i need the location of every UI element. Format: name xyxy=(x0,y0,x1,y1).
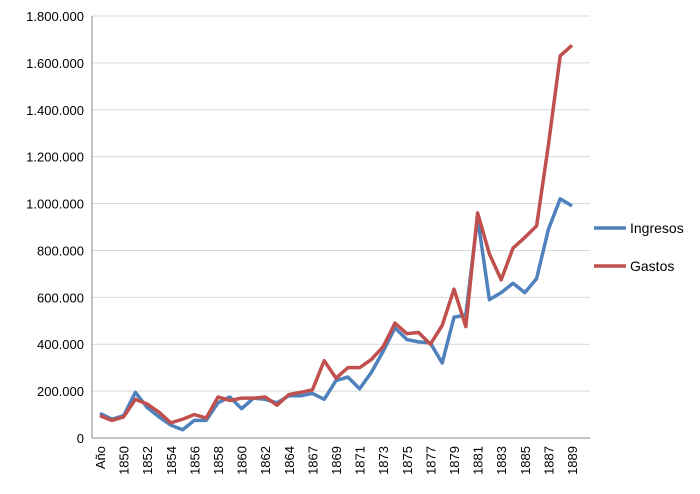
x-tick-label: 1875 xyxy=(400,446,415,475)
y-tick-label: 1.000.000 xyxy=(26,197,84,212)
y-tick-label: 600.000 xyxy=(37,290,84,305)
x-tick-label: 1881 xyxy=(471,446,486,475)
x-tick-label: 1885 xyxy=(518,446,533,475)
x-tick-label: 1858 xyxy=(211,446,226,475)
x-tick-label: 1864 xyxy=(282,446,297,475)
series-line xyxy=(99,44,574,425)
y-tick-label: 400.000 xyxy=(37,337,84,352)
x-tick-label: 1887 xyxy=(541,446,556,475)
x-tick-label: 1879 xyxy=(447,446,462,475)
legend-label: Gastos xyxy=(630,258,674,274)
x-tick-label: 1877 xyxy=(423,446,438,475)
y-tick-label: 200.000 xyxy=(37,384,84,399)
x-tick-label: 1871 xyxy=(353,446,368,475)
x-tick-label: 1883 xyxy=(494,446,509,475)
y-tick-label: 1.400.000 xyxy=(26,103,84,118)
x-tick-label: 1856 xyxy=(187,446,202,475)
x-tick-label: 1862 xyxy=(258,446,273,475)
y-tick-label: 800.000 xyxy=(37,243,84,258)
legend-label: Ingresos xyxy=(630,220,684,236)
x-tick-label: 1867 xyxy=(305,446,320,475)
x-tick-label: 1873 xyxy=(376,446,391,475)
x-tick-label: 1852 xyxy=(140,446,155,475)
x-tick-label: 1869 xyxy=(329,446,344,475)
y-tick-label: 1.800.000 xyxy=(26,9,84,24)
x-tick-label: 1850 xyxy=(117,446,132,475)
x-tick-label: Año xyxy=(93,446,108,469)
x-tick-label: 1854 xyxy=(164,446,179,475)
series-line xyxy=(99,197,573,432)
x-tick-label: 1860 xyxy=(235,446,250,475)
y-tick-label: 0 xyxy=(77,431,84,446)
y-tick-label: 1.600.000 xyxy=(26,56,84,71)
y-tick-label: 1.200.000 xyxy=(26,150,84,165)
x-tick-label: 1889 xyxy=(565,446,580,475)
